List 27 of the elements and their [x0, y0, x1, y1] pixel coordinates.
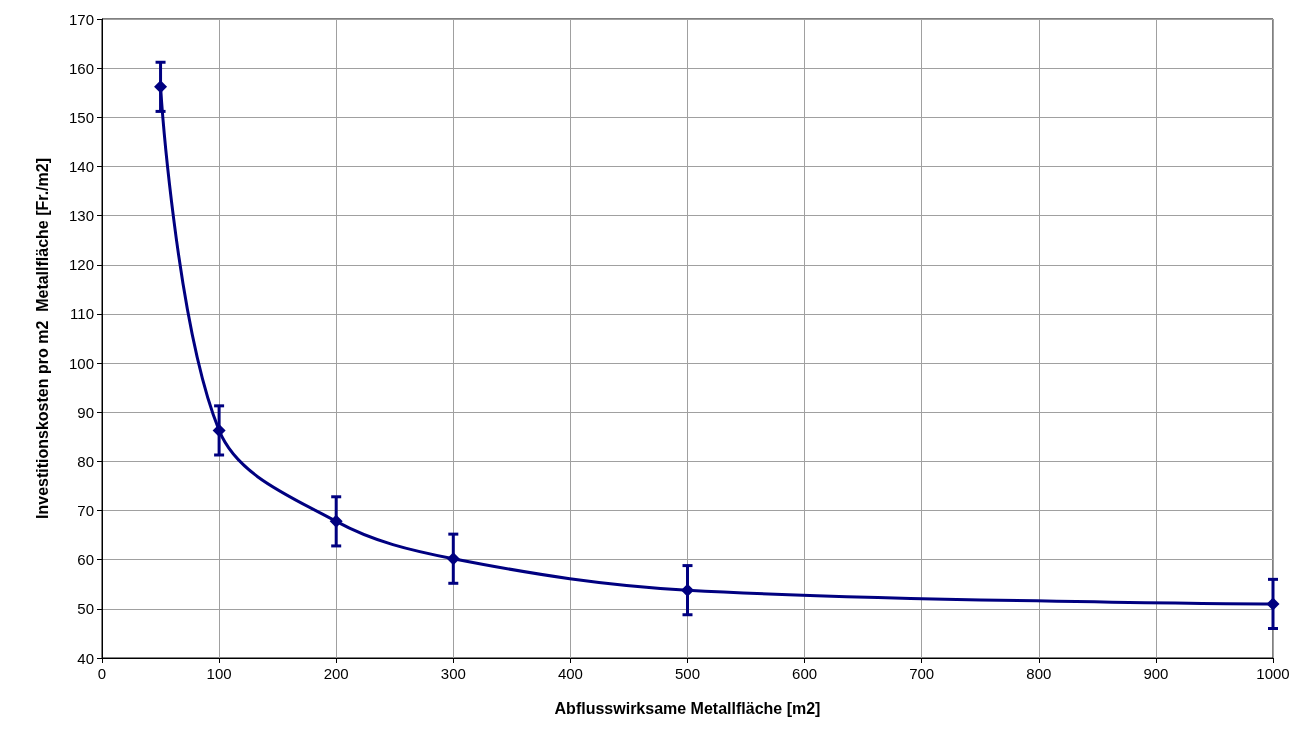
x-tick-label: 200	[323, 665, 349, 682]
x-tick-label: 1000	[1256, 665, 1290, 682]
x-tick-label: 100	[206, 665, 232, 682]
y-tick-label: 140	[68, 157, 94, 175]
x-tick-label: 900	[1143, 665, 1169, 682]
x-tick-label: 300	[440, 665, 466, 682]
y-tick-label: 110	[70, 305, 94, 323]
x-tick-label: 700	[909, 665, 935, 682]
x-axis-title: Abflusswirksame Metallfläche [m2]	[554, 699, 821, 717]
y-tick-label: 50	[77, 600, 94, 618]
y-tick-label: 160	[68, 59, 94, 77]
x-tick-label: 400	[557, 665, 583, 682]
y-tick-label: 90	[77, 403, 94, 421]
y-tick-label: 100	[68, 354, 94, 372]
y-tick-label: 150	[68, 108, 94, 126]
y-tick-label: 130	[68, 207, 94, 225]
x-tick-label: 0	[97, 665, 107, 682]
x-tick-label: 600	[792, 665, 818, 682]
x-tick-label: 500	[674, 665, 701, 682]
y-tick-label: 40	[77, 649, 94, 667]
y-tick-label: 80	[77, 452, 94, 470]
y-tick-label: 70	[77, 502, 94, 520]
y-tick-label: 60	[77, 551, 94, 569]
y-tick-label: 120	[68, 256, 94, 274]
y-axis-title: Investitionskosten pro m2 Metallfläche [Fr./m2]	[33, 158, 51, 519]
y-tick-label: 170	[68, 10, 94, 28]
x-tick-label: 800	[1026, 665, 1052, 682]
